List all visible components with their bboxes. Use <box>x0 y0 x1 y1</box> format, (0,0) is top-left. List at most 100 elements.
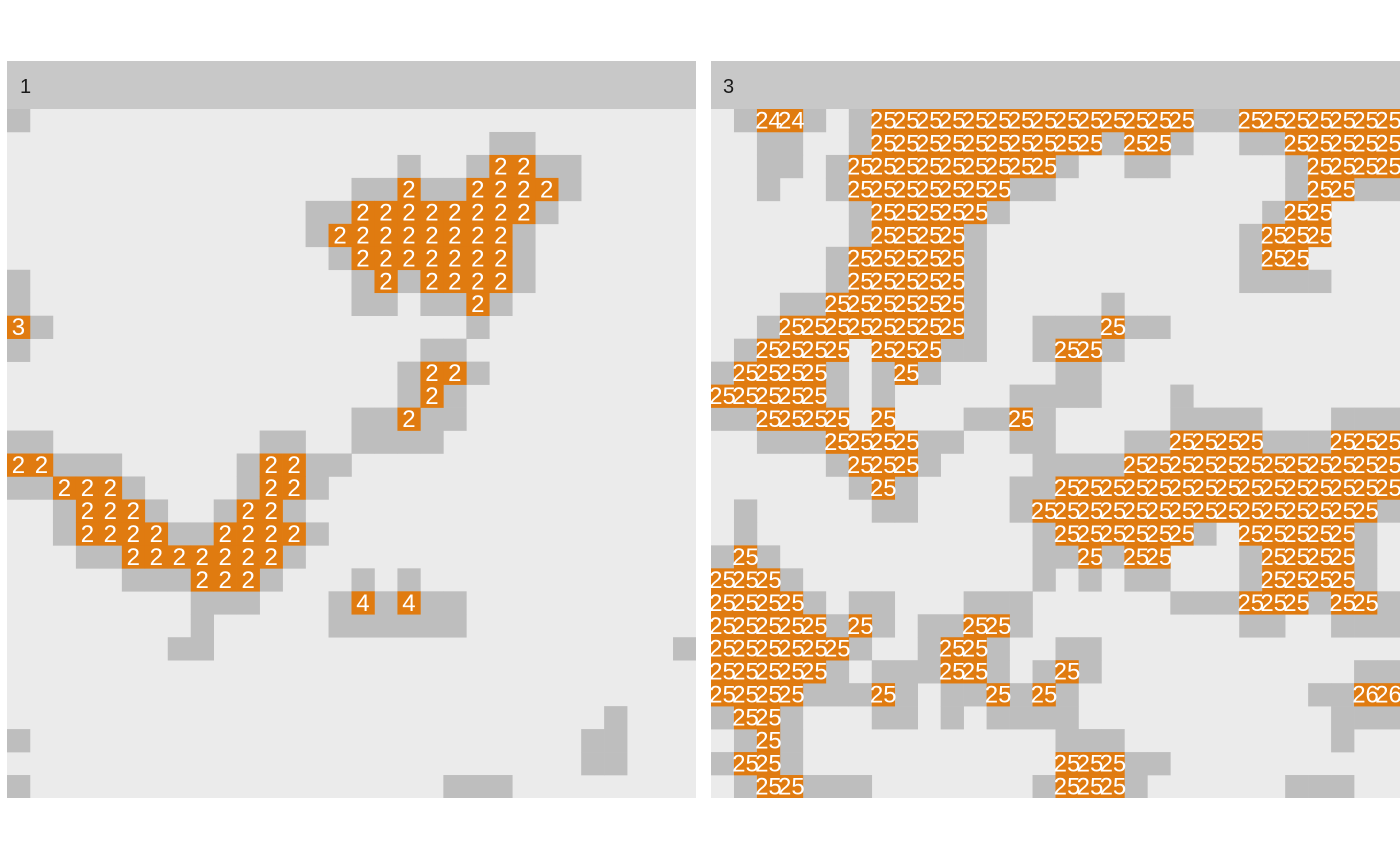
context-cell <box>825 246 850 271</box>
highlight-cell <box>466 223 490 248</box>
context-cell <box>940 683 964 707</box>
context-cell <box>351 568 375 592</box>
highlight-cell <box>848 154 873 179</box>
cell-value-label: 25 <box>1375 475 1400 502</box>
cell-value-label: 25 <box>1352 475 1379 502</box>
cell-value-label: 25 <box>870 153 897 180</box>
highlight-cell <box>779 361 804 385</box>
cell-value-label: 25 <box>1031 109 1058 134</box>
highlight-cell <box>894 246 918 271</box>
highlight-cell <box>512 200 536 225</box>
highlight-cell <box>733 591 758 615</box>
cell-value-label: 2 <box>494 176 507 203</box>
highlight-cell <box>420 361 444 385</box>
context-cell <box>1377 614 1400 638</box>
context-cell <box>1032 177 1056 202</box>
highlight-cell <box>1170 476 1194 500</box>
context-cell <box>1216 591 1240 615</box>
highlight-cell <box>1262 476 1286 500</box>
highlight-cell <box>1170 522 1194 546</box>
cell-value-label: 25 <box>778 383 805 410</box>
cell-value-label: 25 <box>847 613 874 640</box>
context-cell <box>604 752 628 776</box>
context-cell <box>98 545 123 569</box>
context-cell <box>1239 269 1263 294</box>
highlight-cell <box>917 131 941 156</box>
context-cell <box>825 614 850 638</box>
cell-value-label: 2 <box>241 567 254 594</box>
context-cell <box>825 384 850 408</box>
context-cell <box>1032 706 1056 730</box>
highlight-cell <box>1055 476 1079 500</box>
context-cell <box>986 637 1010 661</box>
cell-value-label: 2 <box>471 291 484 318</box>
cell-value-label: 25 <box>1283 109 1310 134</box>
highlight-cell <box>1078 499 1102 523</box>
context-cell <box>1308 683 1332 707</box>
context-cell <box>1032 545 1056 569</box>
context-cell <box>802 292 827 316</box>
cell-value-label: 25 <box>1054 774 1081 798</box>
highlight-cell <box>1377 683 1400 707</box>
highlight-cell <box>1009 109 1033 133</box>
highlight-cell <box>871 177 896 202</box>
cell-value-label: 25 <box>1191 498 1218 525</box>
highlight-cell <box>779 614 804 638</box>
highlight-cell <box>802 614 827 638</box>
context-cell <box>75 453 100 477</box>
context-cell <box>848 131 873 156</box>
context-cell <box>1377 706 1400 730</box>
context-cell <box>1032 568 1056 592</box>
cell-value-label: 25 <box>893 314 920 341</box>
cell-value-label: 25 <box>1123 475 1150 502</box>
highlight-cell <box>756 109 781 133</box>
cell-value-label: 25 <box>916 314 943 341</box>
cell-value-label: 25 <box>1283 475 1310 502</box>
highlight-cell <box>443 223 467 248</box>
highlight-cell <box>1147 499 1171 523</box>
highlight-cell <box>374 269 398 294</box>
context-cell <box>1193 407 1217 431</box>
highlight-cell <box>52 476 77 500</box>
highlight-cell <box>940 292 964 316</box>
context-cell <box>1377 407 1400 431</box>
context-cell <box>1285 430 1309 454</box>
cell-value-label: 25 <box>1123 498 1150 525</box>
context-cell <box>52 499 77 523</box>
context-cell <box>871 591 896 615</box>
highlight-cell <box>1101 775 1125 798</box>
cell-value-label: 25 <box>1145 521 1172 548</box>
highlight-cell <box>1147 131 1171 156</box>
context-cell <box>711 361 735 385</box>
cell-value-label: 25 <box>1329 544 1356 571</box>
context-cell <box>443 292 467 316</box>
highlight-cell <box>397 223 421 248</box>
cell-value-label: 25 <box>711 659 736 686</box>
cell-value-label: 2 <box>127 544 140 571</box>
highlight-cell <box>1216 499 1240 523</box>
cell-value-label: 25 <box>985 682 1012 709</box>
highlight-cell <box>1308 545 1332 569</box>
highlight-cell <box>825 292 850 316</box>
highlight-cell <box>917 154 941 179</box>
highlight-cell <box>397 177 421 202</box>
cell-value-label: 25 <box>1283 245 1310 272</box>
highlight-cell <box>1354 683 1378 707</box>
cell-value-label: 25 <box>824 291 851 318</box>
context-cell <box>986 200 1010 225</box>
context-cell <box>1262 269 1286 294</box>
context-cell <box>351 430 375 454</box>
highlight-cell <box>1170 109 1194 133</box>
cell-value-label: 2 <box>356 222 369 249</box>
cell-value-label: 25 <box>870 475 897 502</box>
context-cell <box>848 637 873 661</box>
highlight-cell <box>236 522 260 546</box>
highlight-cell <box>1032 683 1056 707</box>
context-cell <box>779 430 804 454</box>
context-cell <box>1262 131 1286 156</box>
highlight-cell <box>466 200 490 225</box>
highlight-cell <box>1193 430 1217 454</box>
highlight-cell <box>1147 522 1171 546</box>
context-cell <box>871 361 896 385</box>
highlight-cell <box>871 407 896 431</box>
